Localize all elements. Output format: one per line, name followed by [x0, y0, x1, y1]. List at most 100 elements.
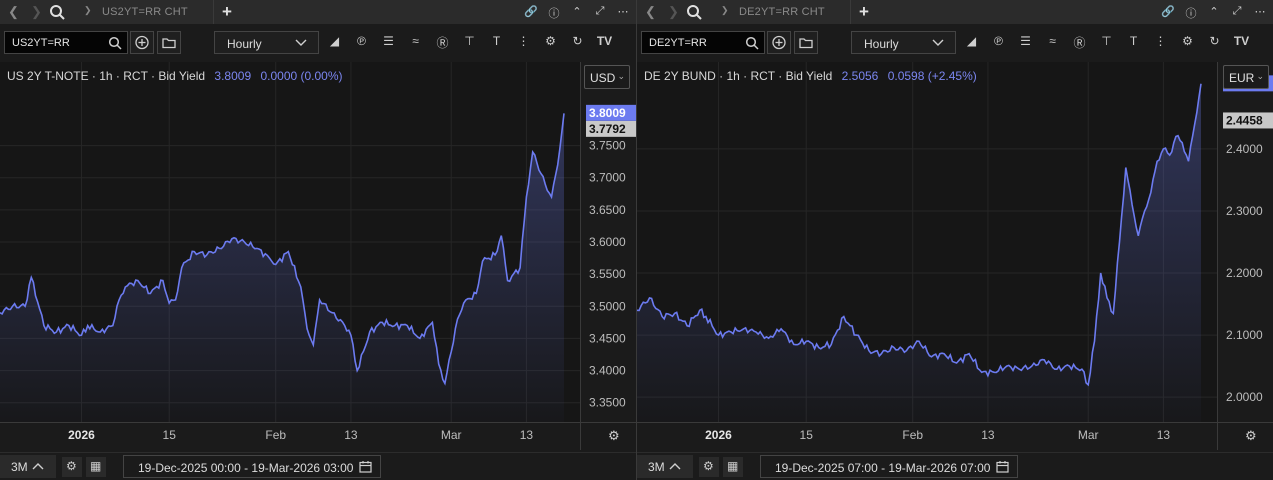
bottom-bar: 3M ⚙ ▦ 19-Dec-2025 07:00 - 19-Mar-2026 0…: [637, 452, 1273, 480]
list-icon[interactable]: ☰: [1020, 34, 1031, 48]
search-icon[interactable]: [745, 36, 759, 50]
last-price-label: 3.8009: [589, 106, 626, 120]
area-chart-icon[interactable]: ◢: [329, 34, 340, 48]
bar-chart-icon[interactable]: ℗: [994, 34, 1003, 48]
chevron-up-icon: [32, 463, 44, 470]
crosshair-icon[interactable]: ⊤: [464, 34, 475, 48]
table-icon[interactable]: ▦: [86, 457, 106, 477]
back-arrow-icon[interactable]: ❮: [8, 4, 19, 19]
expand-icon[interactable]: ⤢: [1232, 5, 1242, 17]
range-button[interactable]: 3M: [637, 455, 693, 478]
expand-icon[interactable]: ⤢: [595, 5, 605, 17]
tab-de2yt-chart[interactable]: ❮ ❯ ❯ DE2YT=RR CHT: [637, 0, 851, 24]
bar-chart-icon[interactable]: ℗: [357, 34, 366, 48]
help-icon[interactable]: ⓘ: [548, 8, 560, 20]
ric-input[interactable]: US2YT=RR: [4, 31, 128, 54]
x-tick-label: 13: [520, 428, 534, 442]
events-icon[interactable]: Ⓡ: [436, 36, 449, 50]
range-button[interactable]: 3M: [0, 455, 56, 478]
series-area: [0, 113, 564, 423]
y-tick-label: 3.7500: [589, 139, 626, 153]
tab-chevron-icon[interactable]: ❯: [721, 5, 729, 15]
chart-panel-de2y: ❮ ❯ ❯ DE2YT=RR CHT + 🔗 ⓘ ⌃ ⤢ ⋯ DE2YT=RR: [637, 0, 1273, 480]
price-chart[interactable]: 3.3500 3.4000 3.4500 3.5000 3.5500 3.6000 3.65…: [0, 62, 636, 452]
axis-settings-icon[interactable]: ⚙: [1245, 429, 1257, 444]
area-chart-icon[interactable]: ◢: [966, 34, 977, 48]
chevron-down-icon: ⌄: [1256, 71, 1264, 81]
search-app-icon[interactable]: [49, 4, 67, 21]
more-icon[interactable]: ⋯: [617, 6, 629, 18]
axis-settings-icon[interactable]: ⚙: [608, 429, 620, 444]
x-tick-label: 15: [163, 428, 177, 442]
add-instrument-button[interactable]: [767, 31, 791, 54]
calendar-icon[interactable]: [996, 460, 1009, 473]
currency-dropdown[interactable]: EUR ⌄: [1223, 65, 1269, 89]
text-tool-icon[interactable]: T: [492, 34, 501, 48]
ric-value: US2YT=RR: [12, 37, 70, 49]
folder-button[interactable]: [157, 31, 181, 54]
series-line: [0, 113, 565, 386]
crosshair-icon[interactable]: ⊤: [1101, 34, 1112, 48]
text-tool-icon[interactable]: T: [1129, 34, 1138, 48]
tab-us2yt-chart[interactable]: ❮ ❯ ❯ US2YT=RR CHT: [0, 0, 214, 24]
chart-toolbar: US2YT=RR Hourly ◢ ℗ ☰ ≈ Ⓡ ⊤ T ⋮ ⚙ ↻: [0, 28, 636, 58]
search-app-icon[interactable]: [686, 4, 704, 21]
more-tools-icon[interactable]: ⋮: [517, 34, 530, 48]
y-tick-label: 2.4000: [1226, 142, 1263, 156]
add-instrument-button[interactable]: [130, 31, 154, 54]
range-value: 3M: [11, 460, 28, 474]
series-line: [637, 83, 1202, 387]
collapse-icon[interactable]: ⌃: [572, 6, 582, 18]
settings-icon[interactable]: ⚙: [545, 34, 556, 48]
date-range-field[interactable]: 19-Dec-2025 00:00 - 19-Mar-2026 03:00: [123, 455, 381, 478]
tab-bar: ❮ ❯ ❯ US2YT=RR CHT + 🔗 ⓘ ⌃ ⤢ ⋯: [0, 0, 636, 24]
new-tab-button[interactable]: +: [222, 2, 232, 21]
link-icon[interactable]: 🔗: [524, 6, 538, 18]
collapse-icon[interactable]: ⌃: [1209, 6, 1219, 18]
interval-value: Hourly: [227, 37, 262, 51]
x-tick-label: 2026: [705, 428, 732, 442]
new-tab-button[interactable]: +: [859, 2, 869, 21]
list-icon[interactable]: ☰: [383, 34, 394, 48]
x-tick-label: 2026: [68, 428, 95, 442]
wave-icon[interactable]: ≈: [412, 34, 419, 48]
events-icon[interactable]: Ⓡ: [1073, 36, 1086, 50]
range-value: 3M: [648, 460, 665, 474]
link-icon[interactable]: 🔗: [1161, 6, 1175, 18]
prev-close-label: 2.4458: [1226, 113, 1263, 127]
tab-chevron-icon[interactable]: ❯: [84, 5, 92, 15]
folder-button[interactable]: [794, 31, 818, 54]
date-range-value: 19-Dec-2025 07:00 - 19-Mar-2026 07:00: [775, 461, 991, 475]
more-tools-icon[interactable]: ⋮: [1154, 34, 1167, 48]
date-range-field[interactable]: 19-Dec-2025 07:00 - 19-Mar-2026 07:00: [760, 455, 1018, 478]
y-tick-label: 3.6500: [589, 203, 626, 217]
prev-close-label: 3.7792: [589, 122, 626, 136]
back-arrow-icon[interactable]: ❮: [645, 4, 656, 19]
y-tick-label: 3.7000: [589, 171, 626, 185]
settings-icon[interactable]: ⚙: [1182, 34, 1193, 48]
more-icon[interactable]: ⋯: [1254, 6, 1266, 18]
x-tick-label: Feb: [265, 428, 286, 442]
ric-input[interactable]: DE2YT=RR: [641, 31, 765, 54]
calendar-icon[interactable]: [359, 460, 372, 473]
search-icon[interactable]: [108, 36, 122, 50]
bottom-bar: 3M ⚙ ▦ 19-Dec-2025 00:00 - 19-Mar-2026 0…: [0, 452, 636, 480]
tradingview-logo-icon: TV: [1233, 34, 1250, 48]
help-icon[interactable]: ⓘ: [1185, 8, 1197, 20]
interval-dropdown[interactable]: Hourly: [214, 31, 319, 54]
interval-dropdown[interactable]: Hourly: [851, 31, 956, 54]
prev-close-tag: [586, 120, 636, 137]
panel-divider[interactable]: [636, 0, 637, 480]
forward-arrow-icon[interactable]: ❯: [668, 4, 679, 19]
price-chart[interactable]: 2.0000 2.1000 2.2000 2.3000 2.4000 2026 15 Feb 1…: [637, 62, 1273, 452]
settings-icon[interactable]: ⚙: [699, 457, 719, 477]
table-icon[interactable]: ▦: [723, 457, 743, 477]
reset-icon[interactable]: ↻: [572, 34, 583, 48]
currency-dropdown[interactable]: USD ⌄: [584, 65, 630, 89]
settings-icon[interactable]: ⚙: [62, 457, 82, 477]
forward-arrow-icon[interactable]: ❯: [31, 4, 42, 19]
x-tick-label: 13: [981, 428, 995, 442]
wave-icon[interactable]: ≈: [1049, 34, 1056, 48]
reset-icon[interactable]: ↻: [1209, 34, 1220, 48]
window-controls: 🔗 ⓘ ⌃ ⤢ ⋯: [1161, 5, 1267, 21]
